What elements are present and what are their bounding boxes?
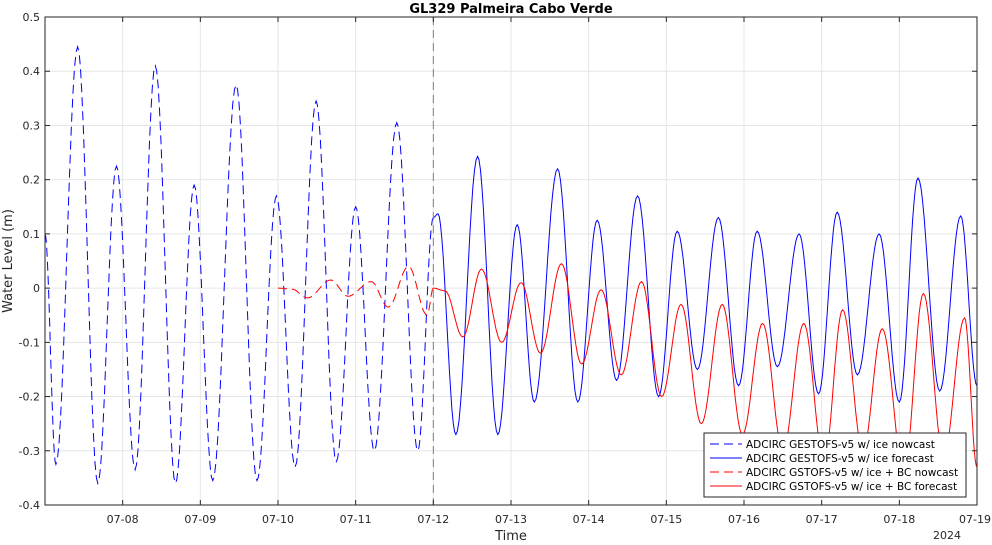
x-tick-label: 07-09 xyxy=(184,513,216,526)
x-tick-label: 07-11 xyxy=(340,513,372,526)
y-tick-label: -0.3 xyxy=(19,445,40,458)
series-lines xyxy=(44,44,978,486)
x-tick-label: 07-17 xyxy=(806,513,838,526)
y-tick-label: 0.5 xyxy=(23,11,41,24)
y-tick-label: 0 xyxy=(33,282,40,295)
series-line-2 xyxy=(278,265,434,316)
y-axis-label: Water Level (m) xyxy=(1,209,16,313)
y-tick-label: 0.1 xyxy=(23,228,41,241)
x-tick-label: 07-18 xyxy=(883,513,915,526)
series-line-1 xyxy=(433,155,978,436)
ticks: -0.4 -0.3 -0.2 -0.1 0 0.1 0.2 0.3 0.4 0.5 07-08 07-… xyxy=(19,11,991,526)
chart-title: GL329 Palmeira Cabo Verde xyxy=(409,2,613,17)
x-tick-label: 07-16 xyxy=(728,513,760,526)
y-tick-label: -0.1 xyxy=(19,336,40,349)
grid xyxy=(45,16,978,506)
x-tick-label: 07-12 xyxy=(417,513,449,526)
year-label: 2024 xyxy=(933,529,961,541)
y-tick-label: 0.4 xyxy=(23,65,41,78)
legend-entry: ADCIRC GESTOFS-v5 w/ ice nowcast xyxy=(746,439,935,451)
y-tick-label: 0.2 xyxy=(23,174,41,187)
y-tick-label: 0.3 xyxy=(23,119,41,132)
x-tick-label: 07-08 xyxy=(107,513,139,526)
series-line-3 xyxy=(433,263,978,474)
legend-box xyxy=(703,432,967,498)
x-tick-label: 07-13 xyxy=(495,513,527,526)
x-tick-label: 07-19 xyxy=(959,513,991,526)
x-tick-label: 07-14 xyxy=(573,513,605,526)
legend-entry: ADCIRC GESTOFS-v5 w/ ice forecast xyxy=(746,453,934,465)
legend: ADCIRC GESTOFS-v5 w/ ice nowcast ADCIRC G… xyxy=(703,432,967,498)
series-line-0 xyxy=(44,44,434,486)
legend-entry: ADCIRC GSTOFS-v5 w/ ice + BC nowcast xyxy=(746,467,958,479)
x-tick-label: 07-15 xyxy=(650,513,682,526)
x-axis-label: Time xyxy=(494,529,527,541)
x-tick-label: 07-10 xyxy=(262,513,294,526)
y-tick-label: -0.4 xyxy=(19,499,40,512)
legend-entry: ADCIRC GSTOFS-v5 w/ ice + BC forecast xyxy=(746,481,957,493)
y-tick-label: -0.2 xyxy=(19,391,40,404)
